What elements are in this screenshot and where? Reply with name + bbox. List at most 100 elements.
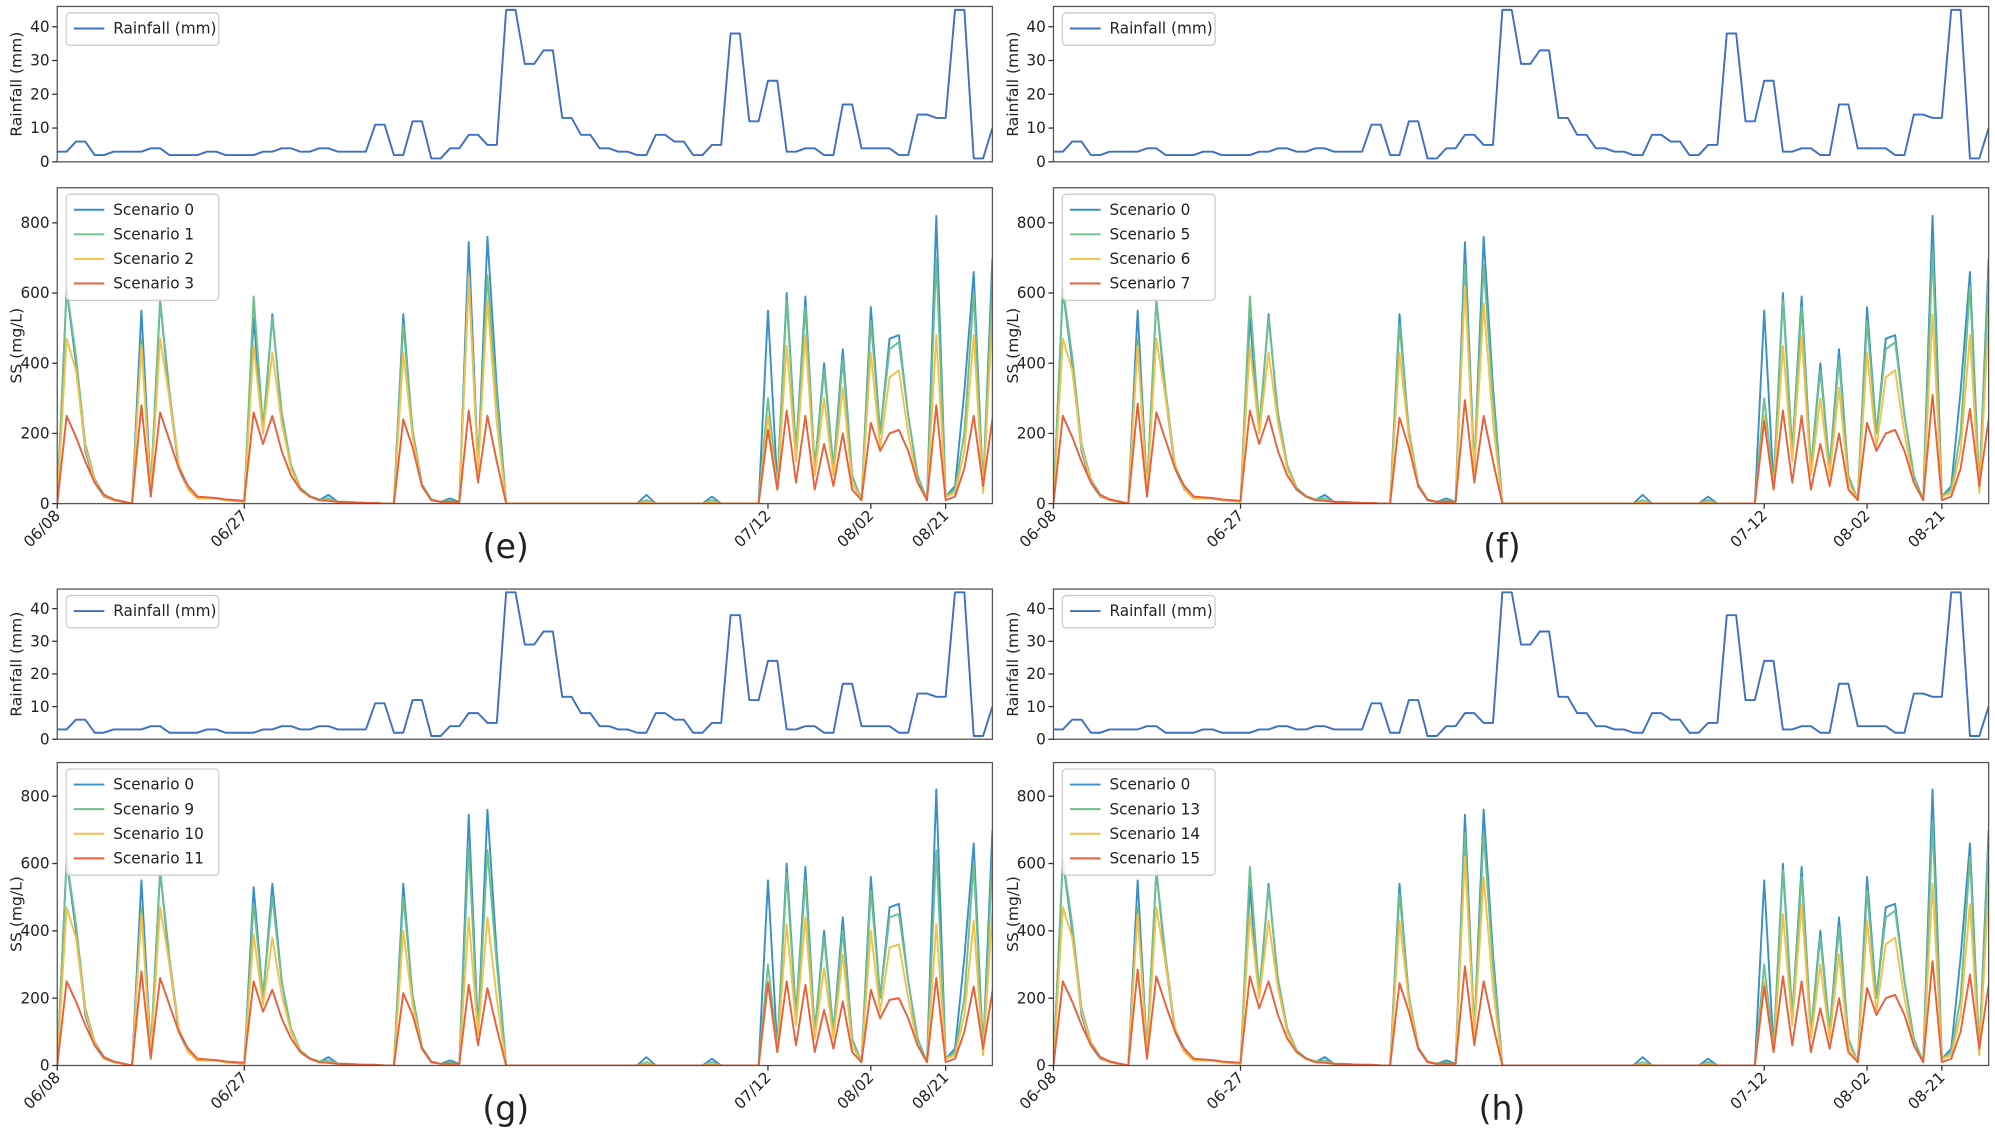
data-line (1053, 393, 1989, 504)
x-tick-label: 07/12 (731, 507, 775, 551)
axes-frame (56, 187, 994, 505)
legend-label: Scenario 1 (113, 225, 194, 243)
legend: Rainfall (mm) (1061, 594, 1216, 629)
plot-area (57, 591, 993, 737)
legend: Rainfall (mm) (1061, 12, 1216, 46)
legend-box (1061, 768, 1216, 876)
subplot: 0 200 400 600 800 06-08 06-27 07-12 08-02 08-21 SS… (1004, 761, 1990, 1128)
y-tick-label: 600 (1017, 284, 1046, 302)
x-tick-label: 06-08 (1016, 507, 1060, 552)
x-tick-label: 08-21 (1905, 1068, 1949, 1113)
x-tick-label: 08-02 (1830, 507, 1874, 552)
axes-frame (1052, 5, 1990, 163)
x-tick-label: 06/27 (207, 1068, 251, 1112)
plot-area (1053, 591, 1989, 737)
legend-label: Rainfall (mm) (1109, 20, 1212, 38)
data-line (57, 591, 993, 737)
y-tick-label: 800 (20, 787, 49, 805)
plot-area (57, 8, 993, 160)
legend-label: Scenario 6 (1109, 250, 1190, 268)
y-tick-label: 0 (40, 153, 50, 171)
y-tick-label: 200 (1017, 989, 1046, 1007)
y-tick-label: 10 (30, 698, 49, 716)
legend-label: Scenario 2 (113, 250, 194, 268)
legend: Rainfall (mm) (65, 12, 220, 46)
legend-box (65, 768, 220, 876)
x-tick-label: 08-02 (1830, 1068, 1874, 1113)
x-tick-label: 06-27 (1203, 1068, 1247, 1113)
data-line (57, 845, 993, 1066)
y-tick-label: 800 (1017, 787, 1046, 805)
subplot: 0 200 400 600 800 06-08 06-27 07-12 08-02 08-21 SS… (1004, 187, 1990, 566)
y-tick-label: 400 (20, 354, 49, 372)
x-tick-label: 08/21 (909, 1068, 953, 1112)
legend-label: Scenario 0 (1109, 201, 1190, 219)
panel-label: (h) (1479, 1089, 1526, 1128)
legend-label: Scenario 0 (113, 776, 194, 794)
legend-box (1061, 12, 1216, 46)
y-axis-label: Rainfall (mm) (8, 32, 26, 137)
axes-frame (56, 5, 994, 163)
y-tick-label: 600 (20, 284, 49, 302)
y-tick-label: 40 (30, 18, 49, 36)
y-tick-label: 30 (30, 52, 49, 70)
legend-box (65, 193, 220, 302)
data-line (57, 8, 993, 160)
y-tick-label: 0 (40, 1057, 50, 1075)
x-tick-label: 06-27 (1203, 507, 1247, 552)
y-tick-label: 30 (1026, 632, 1045, 650)
legend-label: Scenario 5 (1109, 225, 1190, 243)
y-tick-label: 0 (40, 730, 50, 748)
y-tick-label: 10 (30, 119, 49, 137)
legend-label: Scenario 13 (1109, 800, 1200, 818)
legend-label: Scenario 11 (113, 849, 204, 867)
legend-box (65, 12, 220, 46)
data-line (1053, 591, 1989, 737)
y-tick-label: 40 (30, 600, 49, 618)
axes-frame (56, 761, 994, 1067)
y-tick-label: 40 (1026, 18, 1045, 36)
y-axis-label: SS (mg/L) (1004, 876, 1022, 952)
x-tick-label: 08/21 (909, 507, 953, 551)
x-tick-label: 08/02 (834, 1068, 878, 1112)
panel-label: (g) (482, 1089, 529, 1128)
legend-box (1061, 594, 1216, 629)
legend-label: Scenario 3 (113, 275, 194, 293)
y-axis-label: Rainfall (mm) (8, 612, 26, 717)
legend-box (1061, 193, 1216, 302)
legend-label: Scenario 10 (113, 825, 204, 843)
y-tick-label: 10 (1026, 119, 1045, 137)
y-axis-label: Rainfall (mm) (1004, 32, 1022, 137)
y-tick-label: 30 (1026, 52, 1045, 70)
y-tick-label: 200 (20, 424, 49, 442)
axes-frame (1052, 761, 1990, 1067)
y-tick-label: 10 (1026, 698, 1045, 716)
axes-frame (1052, 187, 1990, 505)
data-line (57, 404, 993, 504)
y-tick-label: 20 (30, 665, 49, 683)
legend-label: Rainfall (mm) (1109, 602, 1212, 620)
x-tick-label: 06/27 (207, 507, 251, 551)
data-line (57, 906, 993, 1066)
y-tick-label: 800 (1017, 214, 1046, 232)
panel-label: (e) (483, 527, 529, 566)
y-axis-label: Rainfall (mm) (1004, 612, 1022, 717)
x-tick-label: 06/08 (20, 1068, 64, 1112)
plot-area (57, 788, 993, 1066)
y-tick-label: 0 (1036, 153, 1046, 171)
legend: Scenario 0 Scenario 1 Scenario 2 Scenario 3 (65, 193, 220, 302)
y-tick-label: 20 (30, 85, 49, 103)
plot-area (57, 214, 993, 504)
y-tick-label: 200 (1017, 424, 1046, 442)
legend-label: Scenario 14 (1109, 825, 1200, 843)
y-axis-label: SS (mg/L) (8, 308, 26, 384)
plot-area (1053, 214, 1989, 504)
legend-label: Rainfall (mm) (113, 602, 216, 620)
legend: Scenario 0 Scenario 13 Scenario 14 Scenario… (1061, 768, 1216, 876)
x-tick-label: 07-12 (1727, 507, 1771, 552)
legend-label: Rainfall (mm) (113, 20, 216, 38)
plot-area (1053, 788, 1989, 1066)
